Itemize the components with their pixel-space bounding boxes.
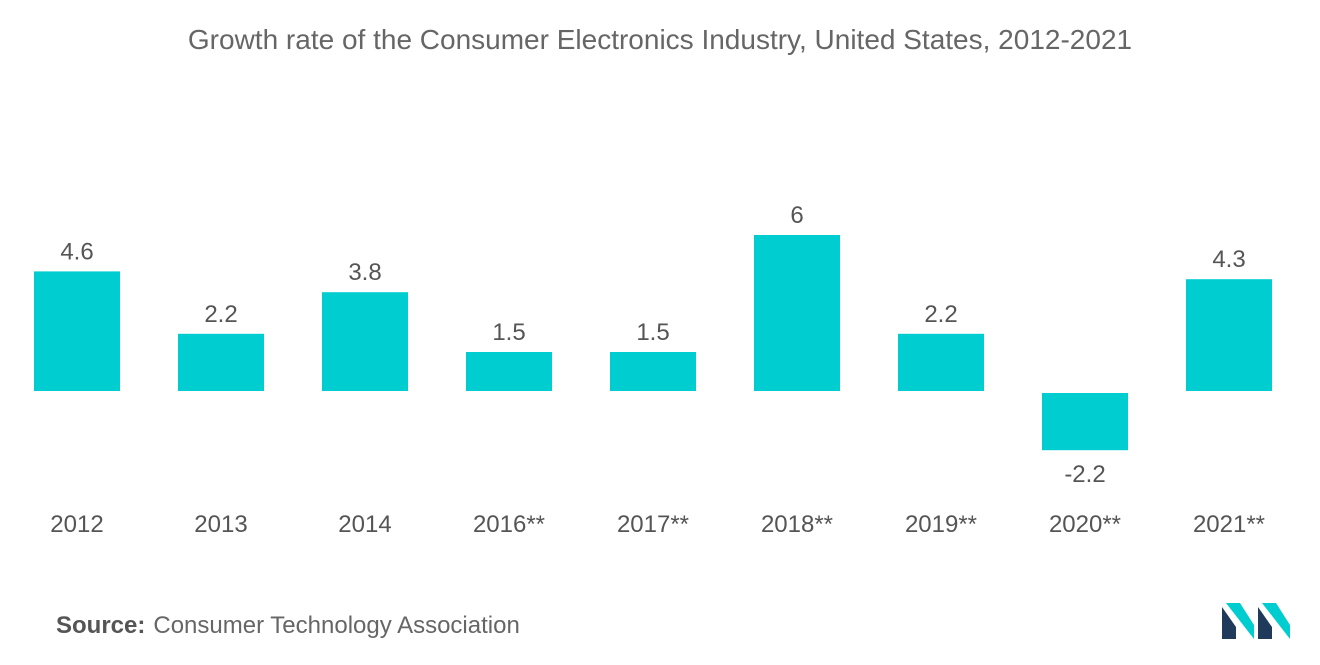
bar-2021** (1186, 279, 1272, 391)
source-note: Source: Consumer Technology Association (56, 612, 520, 640)
data-label-2018**: 6 (790, 202, 803, 229)
bar-2019** (898, 333, 984, 391)
data-label-2017**: 1.5 (636, 319, 669, 346)
bar-2020** (1042, 393, 1128, 451)
mordor-intelligence-logo-icon (1222, 603, 1290, 639)
category-label-2021**: 2021** (1193, 511, 1265, 538)
chart-title: Growth rate of the Consumer Electronics … (187, 24, 1133, 55)
bar-2012 (34, 271, 120, 391)
source-text: Consumer Technology Association (153, 612, 520, 639)
category-label-2020**: 2020** (1049, 511, 1121, 538)
source-label: Source: (56, 612, 146, 639)
data-label-2012: 4.6 (60, 238, 93, 265)
data-label-2014: 3.8 (348, 259, 381, 286)
category-label-2019**: 2019** (905, 511, 977, 538)
category-label-2013: 2013 (194, 511, 247, 538)
bar-2014 (322, 292, 408, 391)
category-label-2012: 2012 (50, 511, 103, 538)
bar-chart: 4.6 2012 2.2 2013 3.8 2014 1.5 2016** 1.5 2017** 6… (34, 202, 1272, 538)
category-label-2014: 2014 (338, 511, 391, 538)
bar-2018** (754, 235, 840, 391)
bar-2016** (466, 352, 552, 391)
data-label-2021**: 4.3 (1212, 246, 1245, 273)
data-label-2016**: 1.5 (492, 319, 525, 346)
data-label-2020**: -2.2 (1064, 461, 1105, 488)
category-label-2017**: 2017** (617, 511, 689, 538)
data-label-2019**: 2.2 (924, 301, 957, 328)
bar-2017** (610, 352, 696, 391)
bar-2013 (178, 333, 264, 391)
category-label-2016**: 2016** (473, 511, 545, 538)
category-label-2018**: 2018** (761, 511, 833, 538)
data-label-2013: 2.2 (204, 301, 237, 328)
